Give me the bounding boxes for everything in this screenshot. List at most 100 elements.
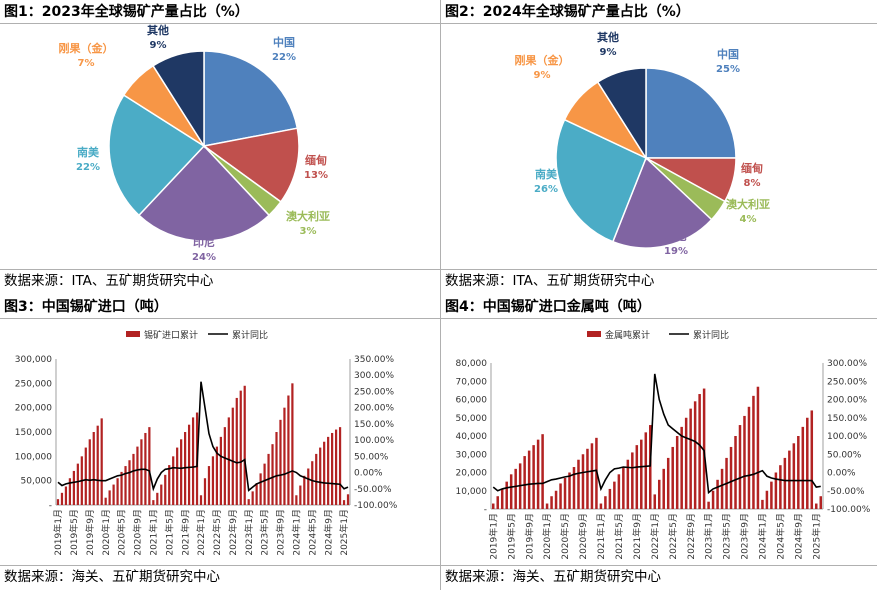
fig4-x-tick-6: 2021年1月: [595, 513, 607, 560]
fig4-bar-67: [792, 443, 796, 509]
fig4-bar-0: [491, 503, 495, 509]
fig4-bar-70: [806, 417, 809, 509]
fig4-y-tick-5: 50,000: [456, 414, 488, 424]
fig3-bar-30: [176, 447, 179, 505]
panel-fig2: 图2：2024年全球锡矿产量占比（%） 中国 25% 缅甸 8% 澳大利亚 4% 印尼 19%…: [441, 0, 877, 295]
fig3-bar-20: [136, 446, 139, 505]
fig4-x-tick-18: 2025年1月: [810, 513, 822, 560]
fig3-bar-7: [84, 447, 87, 505]
fig2-slice-value-4: 26%: [534, 184, 558, 195]
fig4-bar-41: [675, 436, 679, 509]
fig4-bar-8: [527, 450, 531, 509]
fig1-slice-label-3: 印尼: [193, 236, 215, 249]
fig3-title: 图3：中国锡矿进口（吨）: [0, 295, 440, 319]
fig4-bar-30: [626, 459, 630, 509]
fig4-y2-tick-3: 50.00%: [827, 450, 862, 460]
fig3-bar-26: [160, 484, 163, 505]
fig4-bar-55: [738, 425, 742, 509]
fig3-y-tick-6: 300,000: [15, 355, 52, 365]
fig2-slice-label-5: 刚果（金）: [515, 53, 570, 67]
fig4-bar-69: [801, 426, 805, 510]
fig2-slice-label-2: 澳大利亚: [726, 197, 770, 211]
fig3-y2-tick-7: 250.00%: [354, 387, 394, 397]
fig3-bar-60: [295, 495, 298, 505]
fig2-slice-4: [555, 118, 647, 243]
fig3-y-tick-5: 250,000: [15, 379, 52, 389]
fig3-bar-25: [156, 492, 159, 505]
fig3-bar-23: [148, 427, 151, 505]
fig3-x-tick-10: 2022年5月: [211, 509, 223, 556]
fig4-bar-61: [765, 490, 769, 509]
fig3-x-tick-13: 2023年5月: [259, 509, 271, 556]
fig4-bar-15: [559, 483, 562, 509]
fig3-bar-10: [96, 425, 99, 505]
fig3-legend-bar-label: 锡矿进口累计: [144, 329, 198, 341]
fig4-bar-25: [604, 496, 607, 509]
fig3-bar-15: [116, 478, 119, 505]
fig4-bar-48: [707, 501, 710, 509]
fig4-y2-tick-1: -50.00%: [827, 487, 865, 497]
fig1-slice-label-1: 缅甸: [305, 153, 327, 167]
fig3-bar-29: [172, 456, 175, 505]
fig1-title: 图1：2023年全球锡矿产量占比（%）: [0, 0, 440, 24]
fig4-y-tick-1: 10,000: [456, 487, 488, 497]
fig4-y-tick-3: 30,000: [456, 450, 488, 460]
fig3-bar-55: [275, 432, 278, 505]
fig3-bar-72: [342, 500, 346, 505]
fig1-slice-value-2: 3%: [300, 226, 317, 237]
fig3-bar-62: [303, 475, 306, 505]
fig4-x-tick-0: 2019年1月: [487, 513, 499, 560]
fig4-x-tick-7: 2021年5月: [613, 513, 625, 560]
fig3-bar-14: [112, 484, 115, 505]
fig4-x-tick-4: 2020年5月: [559, 513, 571, 560]
fig3-bar-21: [140, 439, 143, 505]
fig3-x-tick-17: 2024年9月: [322, 509, 334, 556]
fig3-x-tick-18: 2025年1月: [338, 509, 350, 556]
fig4-bar-9: [532, 445, 535, 510]
fig4-yoy-line: [492, 373, 821, 495]
fig3-bar-8: [88, 439, 91, 505]
fig3-x-tick-16: 2024年5月: [306, 509, 318, 556]
fig4-bar-58: [752, 395, 755, 509]
fig3-bar-58: [287, 395, 290, 505]
fig1-slice-4: [108, 94, 206, 217]
fig4-combo-chart: 金属吨累计 累计同比 - 10,000 20,000 30,000 40,000 50,000…: [456, 329, 871, 560]
fig3-bar-28: [168, 465, 171, 505]
fig4-bar-34: [644, 432, 648, 509]
fig3-bar-18: [128, 460, 131, 505]
fig4-x-tick-1: 2019年5月: [505, 513, 517, 560]
panel-fig1: 图1：2023年全球锡矿产量占比（%） 中国 22% 缅甸 13% 澳大利亚 3% 印尼 24…: [0, 0, 440, 295]
fig2-slice-0: [645, 67, 737, 159]
fig4-bar-73: [819, 496, 823, 509]
fig4-bar-43: [684, 417, 688, 509]
fig4-bar-72: [815, 503, 818, 509]
fig4-bar-11: [541, 434, 544, 509]
fig4-bar-45: [693, 401, 697, 509]
fig2-slice-value-1: 8%: [744, 178, 761, 189]
fig4-bar-44: [689, 408, 692, 510]
fig3-bar-45: [235, 397, 238, 505]
fig4-x-tick-15: 2024年1月: [757, 513, 769, 560]
fig3-bar-31: [180, 439, 183, 505]
fig3-bar-63: [307, 468, 310, 505]
fig3-bar-2: [64, 486, 68, 505]
fig3-x-tick-8: 2021年9月: [179, 509, 191, 556]
panel-fig3: 图3：中国锡矿进口（吨） 锡矿进口累计 累计同比 - 50,000 100,000 150…: [0, 295, 440, 590]
fig4-bar-20: [581, 454, 585, 509]
fig4-bar-57: [747, 406, 751, 509]
fig4-bar-24: [599, 503, 603, 509]
fig3-bar-16: [120, 471, 123, 505]
fig3-legend-bar-swatch: [126, 331, 140, 337]
fig4-bar-39: [666, 457, 670, 509]
fig4-bar-46: [698, 394, 701, 509]
fig4-bar-32: [635, 445, 639, 510]
fig4-bar-38: [662, 468, 665, 509]
fig3-yoy-line: [57, 381, 349, 492]
fig4-y-tick-0: -: [484, 505, 487, 515]
fig1-slice-label-5: 刚果（金）: [59, 41, 114, 55]
fig3-bar-43: [227, 417, 230, 505]
fig4-bar-16: [563, 477, 567, 509]
fig3-bar-50: [255, 483, 258, 505]
fig4-bar-19: [577, 459, 580, 509]
fig3-y2-tick-8: 300.00%: [354, 371, 394, 381]
